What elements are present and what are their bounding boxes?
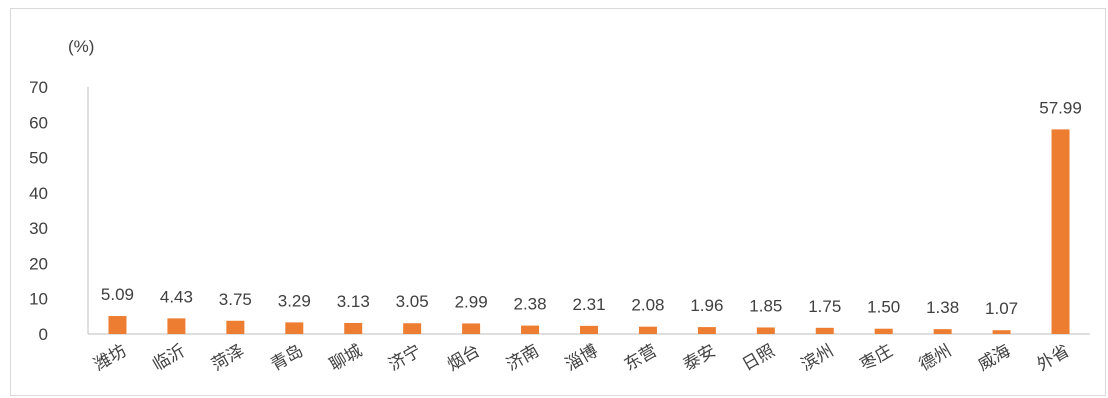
category-label: 济宁	[385, 341, 424, 375]
bar-value-label: 3.13	[337, 292, 370, 311]
bar-value-label: 57.99	[1039, 98, 1082, 117]
bar-value-label: 5.09	[101, 285, 134, 304]
bar	[815, 327, 834, 334]
bar-value-label: 1.07	[985, 299, 1018, 318]
category-label: 威海	[975, 341, 1014, 375]
category-label: 菏泽	[208, 341, 247, 375]
bar-value-label: 3.05	[396, 292, 429, 311]
category-label: 外省	[1034, 341, 1073, 375]
category-label: 日照	[739, 341, 778, 375]
y-tick-label: 50	[29, 149, 48, 168]
category-label: 东营	[621, 341, 660, 375]
bar	[992, 330, 1011, 334]
bar-value-label: 2.38	[514, 295, 547, 314]
category-label: 烟台	[444, 341, 483, 375]
bar	[521, 325, 540, 334]
category-label: 济南	[503, 341, 542, 375]
y-tick-label: 40	[29, 184, 48, 203]
chart-frame	[10, 8, 1106, 396]
bar	[226, 320, 245, 334]
category-label: 临沂	[149, 341, 188, 375]
category-label: 德州	[916, 341, 955, 375]
y-axis-unit-label: (%)	[68, 37, 94, 56]
bar	[1051, 129, 1070, 334]
bar	[638, 326, 657, 334]
y-axis-ticks: 0 10 20 30 40 50 60 70	[29, 78, 48, 344]
bar-value-label: 3.75	[219, 290, 252, 309]
y-tick-label: 30	[29, 219, 48, 238]
bar	[874, 328, 893, 334]
bar-value-label: 2.31	[572, 295, 605, 314]
bar	[285, 322, 304, 334]
bar	[108, 316, 127, 334]
bar-value-label: 2.08	[631, 296, 664, 315]
bar	[344, 322, 363, 334]
y-tick-label: 20	[29, 254, 48, 273]
bar-value-label: 1.38	[926, 298, 959, 317]
y-tick-label: 70	[29, 78, 48, 97]
bar	[756, 327, 775, 334]
category-labels-group: 潍坊 临沂 菏泽 青岛 聊城 济宁 烟台 济南 淄博 东营 泰安 日照 滨州 枣庄 德州 威海 外省	[91, 341, 1074, 375]
y-tick-label: 60	[29, 113, 48, 132]
category-label: 枣庄	[857, 341, 896, 375]
bar	[580, 325, 598, 334]
category-label: 聊城	[326, 341, 365, 375]
category-label: 淄博	[562, 341, 601, 375]
data-labels-group: 5.09 4.43 3.75 3.29 3.13 3.05 2.99 2.38 2.31 2.08…	[101, 98, 1082, 318]
bar	[462, 323, 481, 334]
bar-value-label: 4.43	[160, 287, 193, 306]
y-tick-label: 0	[39, 325, 48, 344]
bar	[697, 327, 716, 334]
category-label: 泰安	[680, 341, 719, 375]
bar	[933, 329, 952, 334]
category-label: 滨州	[798, 341, 837, 375]
bar-value-label: 1.85	[749, 296, 782, 315]
bar	[403, 323, 422, 334]
y-tick-label: 10	[29, 290, 48, 309]
category-label: 潍坊	[91, 341, 130, 375]
category-label: 青岛	[267, 341, 306, 375]
bar-value-label: 1.75	[808, 297, 841, 316]
bars-group	[108, 129, 1070, 334]
bar-value-label: 2.99	[455, 292, 488, 311]
bar	[167, 318, 186, 334]
bar-value-label: 3.29	[278, 291, 311, 310]
bar-value-label: 1.50	[867, 298, 900, 317]
bar-value-label: 1.96	[690, 296, 723, 315]
